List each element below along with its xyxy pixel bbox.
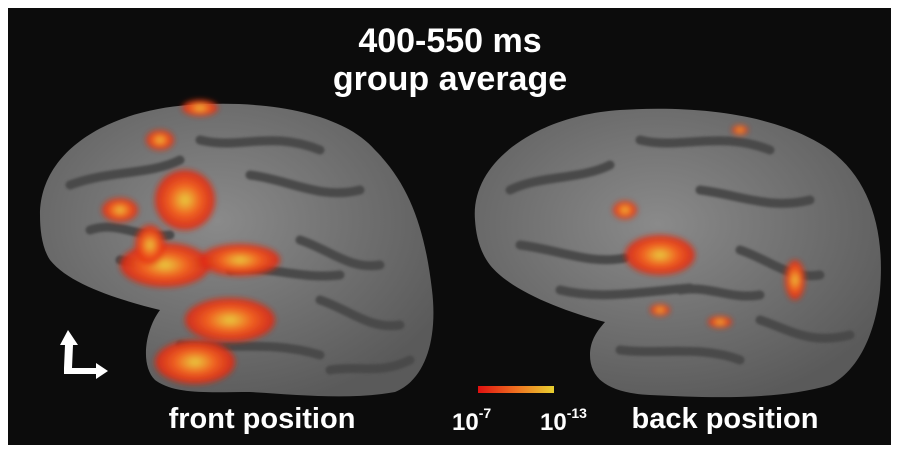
title: 400-550 ms	[358, 22, 541, 60]
colorbar	[478, 386, 554, 393]
subtitle: group average	[333, 60, 567, 98]
panel-label: front position	[169, 403, 356, 435]
figure: 400-550 ms group average front position …	[0, 0, 899, 453]
panel-label: back position	[632, 403, 819, 435]
